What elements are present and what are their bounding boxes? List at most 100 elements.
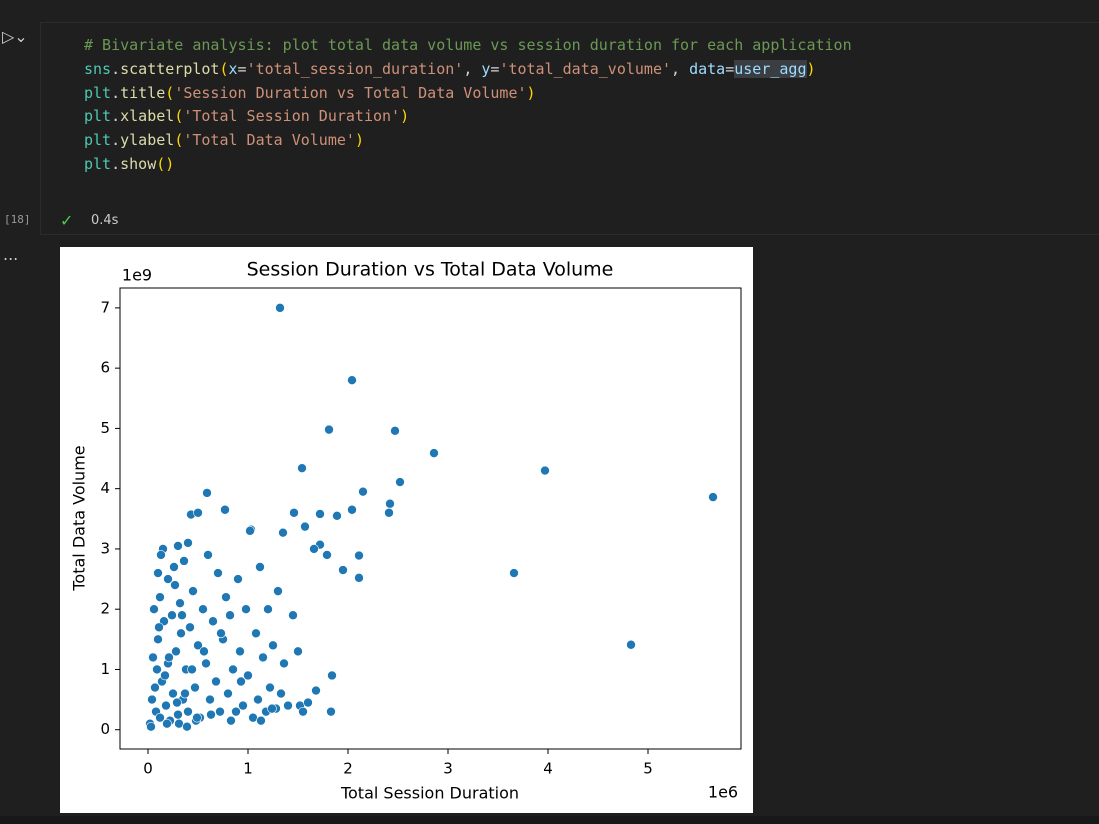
point [213,568,223,578]
run-button[interactable]: ▷⌄ [2,27,28,46]
x-tick-label: 1 [243,760,253,778]
x-tick-label: 3 [443,760,453,778]
point [193,507,203,518]
x-tick-label: 5 [643,760,653,778]
point [327,670,337,681]
point [708,492,718,502]
point [354,573,364,583]
code-token: y [481,60,491,78]
point [429,448,439,458]
point [180,688,190,699]
point [251,628,261,639]
y-tick-label: 6 [100,359,110,377]
point [275,303,285,313]
point [152,664,162,675]
point [354,550,364,561]
point [169,562,179,572]
point [193,640,203,651]
point [182,721,192,732]
code-token: x [228,60,238,78]
point [268,640,278,651]
point [267,703,277,714]
x-axis-label: Total Session Duration [340,784,519,803]
point [208,616,218,627]
y-tick-label: 3 [100,539,110,557]
point [273,586,283,596]
x-tick-label: 0 [143,760,153,778]
point [160,670,170,681]
point [235,646,245,657]
code-token: xlabel [120,107,175,125]
point [347,375,357,385]
point [149,604,159,614]
chart-title: Session Duration vs Total Data Volume [247,259,614,281]
point [153,634,163,645]
code-token: ( [174,107,184,125]
point [289,507,299,518]
code-token: ( [219,60,229,78]
plot-frame [119,287,742,750]
y-tick-label: 0 [100,720,110,738]
code-token: 'Total Session Duration' [183,107,401,125]
point [161,700,171,711]
point [216,628,226,639]
code-token: sns [84,60,112,78]
point [278,527,288,538]
x-offset-label: 1e6 [708,783,738,802]
point [303,697,313,708]
point [332,510,342,521]
point [226,715,236,726]
code-token: . [111,60,121,78]
code-token: = [725,60,735,78]
point [174,718,184,729]
point [241,604,251,614]
code-token: show [120,155,157,173]
point [279,658,289,669]
point [293,646,303,657]
code-line: plt.show() [84,155,174,173]
code-token: scatterplot [120,60,220,78]
code-token: 'Total Data Volume' [183,131,355,149]
point [168,688,178,699]
point [385,498,395,509]
point [326,706,336,717]
success-check: ✓ [60,211,74,230]
code-token: plt [84,107,112,125]
code-token: = [237,60,247,78]
point [167,610,177,621]
point [205,694,215,705]
point [148,652,158,663]
y-axis-label: Total Data Volume [70,445,89,591]
point [300,521,310,532]
point [309,544,319,554]
code-cell[interactable]: # Bivariate analysis: plot total data vo… [40,22,1099,235]
code-token: = [490,60,500,78]
point [233,574,243,584]
point [395,477,405,487]
point [146,721,156,732]
code-token: ) [806,60,816,78]
point [283,700,293,711]
point [311,685,321,696]
point [225,610,235,621]
code-token: . [111,131,121,149]
point [288,610,298,621]
point [155,712,165,723]
point [206,709,216,720]
point [220,504,230,515]
point [243,670,253,681]
x-tick-label: 4 [543,760,553,778]
code-line: sns.scatterplot(x='total_session_duratio… [84,60,816,78]
code-token: ) [165,155,175,173]
code-token: title [120,84,166,102]
point [248,712,258,723]
point [221,592,231,602]
code-token: plt [84,84,112,102]
code-token: ) [526,84,536,102]
point [390,426,400,436]
point [265,682,275,693]
output-marker[interactable]: ... [3,245,19,264]
point [322,550,332,560]
code-token: 'total_session_duration' [246,60,464,78]
